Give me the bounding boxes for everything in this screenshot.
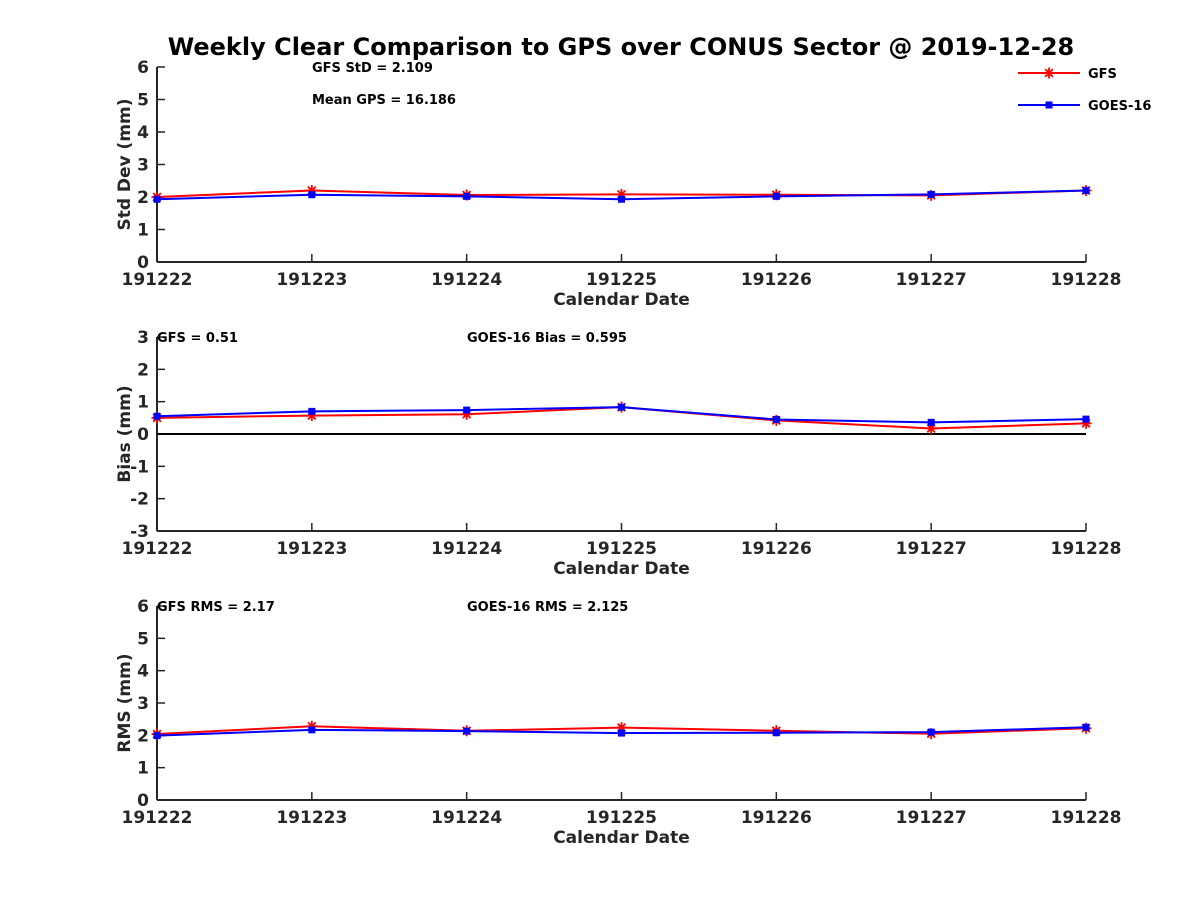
y-tick-label: 1 [137, 221, 149, 241]
legend-marker-square [1045, 101, 1053, 109]
y-tick-label: 1 [137, 393, 149, 413]
series-goes16 [153, 403, 1090, 426]
x-tick-label: 191225 [586, 270, 657, 290]
data-point-goes16 [463, 727, 471, 735]
y-tick-label: 2 [137, 726, 149, 746]
x-tick-label: 191228 [1051, 539, 1122, 559]
x-tick-label: 191226 [741, 808, 812, 828]
panel-3: 0 1 2 3 4 5 6 191222 191223 191224 191225 191226 191… [115, 597, 1121, 848]
data-point-gfs [306, 185, 318, 196]
annotation-text: GOES-16 RMS = 2.125 [467, 600, 628, 615]
y-tick-label: 3 [137, 156, 149, 176]
data-point-goes16 [308, 407, 316, 415]
series-goes16 [153, 187, 1090, 203]
data-point-gfs [925, 423, 937, 435]
data-point-goes16 [463, 406, 471, 414]
data-point-goes16 [618, 195, 625, 203]
x-tick-label: 191227 [896, 808, 967, 828]
annotation-text: GFS StD = 2.109 [312, 61, 433, 76]
data-point-goes16 [1082, 723, 1090, 731]
chart-legend: GFS GOES-16 [1018, 67, 1151, 114]
x-tick-label: 191222 [122, 270, 193, 290]
x-tick-label: 191223 [276, 270, 347, 290]
x-tick-label: 191226 [741, 539, 812, 559]
data-point-goes16 [927, 728, 935, 736]
data-point-gfs [1080, 417, 1092, 429]
data-point-goes16 [153, 412, 161, 420]
y-tick-label: 0 [137, 253, 149, 273]
legend-entry: GOES-16 [1018, 99, 1151, 114]
y-tick-label: 5 [137, 91, 149, 111]
y-tick-label: -3 [130, 522, 149, 542]
legend-label: GOES-16 [1088, 99, 1151, 114]
data-point-gfs [306, 720, 318, 732]
y-tick-label: 2 [137, 360, 149, 380]
y-tick-label: 6 [137, 597, 149, 617]
x-tick-label: 191228 [1051, 808, 1122, 828]
y-tick-label: 2 [137, 188, 149, 208]
data-point-goes16 [153, 732, 161, 740]
data-point-goes16 [927, 418, 935, 426]
chart-title: Weekly Clear Comparison to GPS over CONU… [168, 33, 1075, 61]
x-tick-label: 191224 [431, 270, 502, 290]
data-point-goes16 [772, 192, 780, 200]
y-tick-label: 4 [137, 123, 149, 143]
y-tick-label: 0 [137, 791, 149, 811]
y-tick-label: 0 [137, 425, 149, 445]
data-point-goes16 [308, 726, 316, 734]
y-axis-label: Std Dev (mm) [115, 98, 135, 230]
x-axis-label: Calendar Date [553, 290, 690, 310]
panel-2: -3 -2 -1 0 1 2 3 191222 191223 191224 191225 191226… [115, 328, 1121, 579]
data-point-gfs [616, 722, 627, 734]
x-tick-label: 191225 [586, 539, 657, 559]
annotation-text: Mean GPS = 16.186 [312, 93, 456, 108]
series-goes16 [153, 723, 1090, 740]
x-tick-label: 191228 [1051, 270, 1122, 290]
y-tick-label: 6 [137, 58, 149, 78]
data-point-gfs [461, 408, 473, 420]
y-axis-label: RMS (mm) [115, 653, 135, 752]
data-point-goes16 [308, 191, 316, 199]
x-tick-label: 191225 [586, 808, 657, 828]
y-axis-label: Bias (mm) [115, 385, 135, 482]
data-point-goes16 [772, 729, 780, 737]
y-tick-label: -2 [130, 490, 149, 510]
x-tick-label: 191222 [122, 808, 193, 828]
x-tick-label: 191227 [896, 539, 967, 559]
legend-entry: GFS [1018, 67, 1117, 82]
x-tick-label: 191222 [122, 539, 193, 559]
y-tick-label: 4 [137, 662, 149, 682]
x-tick-label: 191223 [276, 808, 347, 828]
data-point-goes16 [927, 190, 935, 198]
data-point-goes16 [1082, 187, 1090, 194]
x-tick-label: 191226 [741, 270, 812, 290]
x-tick-label: 191224 [431, 808, 502, 828]
data-point-goes16 [618, 729, 625, 737]
legend-marker-asterisk [1043, 67, 1055, 79]
panel-1: 0 1 2 3 4 5 6 191222 191223 191224 191225 191226 191… [115, 58, 1121, 310]
data-point-gfs [306, 410, 318, 422]
x-tick-label: 191223 [276, 539, 347, 559]
y-tick-label: 3 [137, 694, 149, 714]
x-axis-label: Calendar Date [553, 559, 690, 579]
annotation-text: GFS RMS = 2.17 [157, 600, 275, 615]
y-tick-label: 3 [137, 328, 149, 348]
data-point-goes16 [772, 415, 780, 423]
data-point-goes16 [618, 403, 625, 411]
chart-panels: 0 1 2 3 4 5 6 191222 191223 191224 191225 191226 191… [115, 58, 1121, 848]
data-point-goes16 [153, 195, 161, 203]
data-point-gfs [616, 188, 627, 200]
data-point-goes16 [463, 192, 471, 200]
annotation-text: GOES-16 Bias = 0.595 [467, 331, 627, 346]
data-point-goes16 [1082, 415, 1090, 423]
legend-label: GFS [1088, 67, 1117, 82]
x-axis-label: Calendar Date [553, 828, 690, 848]
annotation-text: GFS = 0.51 [157, 331, 238, 346]
y-tick-label: 1 [137, 759, 149, 779]
x-tick-label: 191227 [896, 270, 967, 290]
y-tick-label: -1 [130, 457, 149, 477]
y-tick-label: 5 [137, 629, 149, 649]
x-tick-label: 191224 [431, 539, 502, 559]
